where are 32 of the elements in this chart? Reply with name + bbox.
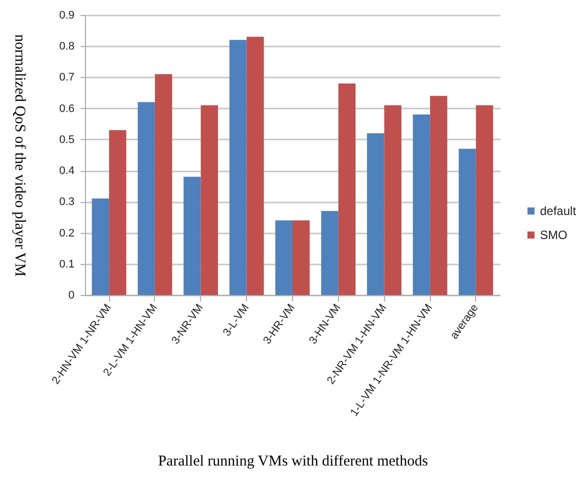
y-tick-label: 0.8 <box>59 40 74 53</box>
y-tick-label: 0.6 <box>59 102 74 115</box>
bar <box>229 40 247 295</box>
bar <box>138 102 155 295</box>
y-tick-label: 0.5 <box>59 134 74 146</box>
bar <box>384 105 402 295</box>
y-tick-label: 0.2 <box>59 227 74 240</box>
legend-label: default <box>540 204 577 218</box>
bar <box>154 74 172 295</box>
bar <box>275 220 292 295</box>
y-tick-label: 0.3 <box>59 196 74 208</box>
bar <box>109 130 126 295</box>
bar <box>430 96 448 295</box>
bar <box>92 198 110 295</box>
bar <box>292 220 310 295</box>
y-tick-label: 0.1 <box>59 258 74 270</box>
bar <box>367 133 384 295</box>
legend-label: SMO <box>540 228 568 242</box>
bar <box>200 105 218 295</box>
y-axis-title: normalized QoS of the video player VM <box>12 34 28 277</box>
x-axis-title: Parallel running VMs with different methods <box>158 454 428 470</box>
bar <box>321 211 338 295</box>
bar <box>246 36 264 295</box>
bar <box>184 176 201 295</box>
y-tick-label: 0.9 <box>59 10 74 22</box>
bar <box>412 114 430 295</box>
bar <box>458 148 476 295</box>
bar <box>476 105 494 295</box>
y-tick-label: 0.4 <box>59 165 74 178</box>
y-tick-label: 0 <box>68 290 74 302</box>
bar <box>338 83 356 295</box>
y-tick-label: 0.7 <box>59 72 74 84</box>
